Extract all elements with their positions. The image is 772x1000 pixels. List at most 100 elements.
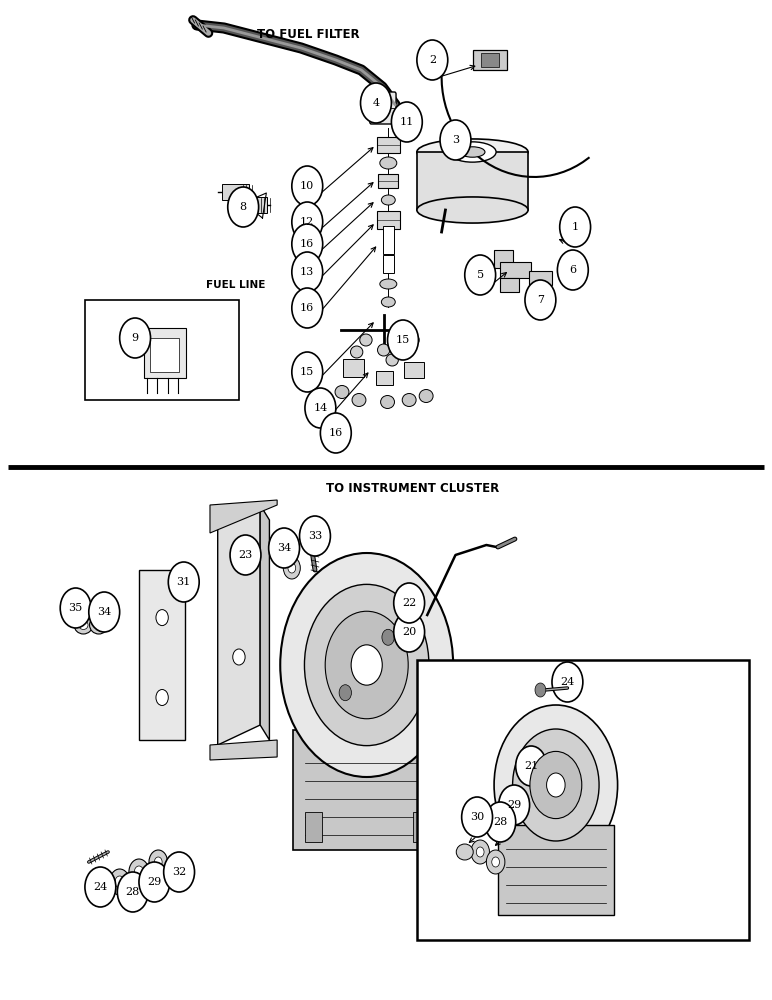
- Bar: [500, 262, 531, 278]
- Text: 33: 33: [308, 531, 322, 541]
- Ellipse shape: [381, 395, 394, 408]
- Text: 22: 22: [402, 598, 416, 608]
- Ellipse shape: [381, 297, 395, 307]
- Circle shape: [320, 413, 351, 453]
- Bar: [481, 53, 499, 67]
- Circle shape: [292, 288, 323, 328]
- Circle shape: [339, 685, 351, 701]
- Circle shape: [164, 852, 195, 892]
- Circle shape: [300, 516, 330, 556]
- Circle shape: [394, 612, 425, 652]
- Text: 31: 31: [177, 577, 191, 587]
- Circle shape: [292, 252, 323, 292]
- Circle shape: [269, 528, 300, 568]
- Circle shape: [476, 847, 484, 857]
- Text: 24: 24: [560, 677, 574, 687]
- Bar: [417, 660, 749, 940]
- Ellipse shape: [456, 844, 473, 860]
- Circle shape: [134, 866, 144, 878]
- Ellipse shape: [417, 139, 528, 165]
- Text: 9: 9: [131, 333, 139, 343]
- Text: 6: 6: [569, 265, 577, 275]
- Circle shape: [462, 797, 493, 837]
- Text: FUEL LINE: FUEL LINE: [206, 280, 265, 290]
- Bar: [494, 250, 513, 268]
- Ellipse shape: [94, 620, 103, 630]
- Polygon shape: [210, 740, 277, 760]
- Circle shape: [110, 869, 130, 895]
- Circle shape: [325, 611, 408, 719]
- Bar: [150, 338, 179, 372]
- Ellipse shape: [380, 157, 397, 169]
- Bar: [85, 300, 239, 400]
- Bar: [404, 362, 424, 378]
- Text: 32: 32: [172, 867, 186, 877]
- Text: 30: 30: [470, 812, 484, 822]
- Bar: [383, 226, 394, 254]
- Circle shape: [516, 746, 547, 786]
- Bar: [378, 174, 398, 188]
- Text: 34: 34: [277, 543, 291, 553]
- Circle shape: [129, 859, 149, 885]
- Circle shape: [465, 255, 496, 295]
- Bar: [417, 152, 528, 210]
- Text: 29: 29: [147, 877, 161, 887]
- Circle shape: [560, 207, 591, 247]
- Text: 23: 23: [239, 550, 252, 560]
- Circle shape: [391, 102, 422, 142]
- Ellipse shape: [402, 393, 416, 406]
- Ellipse shape: [460, 147, 485, 157]
- Circle shape: [351, 645, 382, 685]
- Circle shape: [60, 588, 91, 628]
- Ellipse shape: [360, 334, 372, 346]
- Circle shape: [292, 352, 323, 392]
- Circle shape: [388, 320, 418, 360]
- Bar: [500, 278, 520, 292]
- Bar: [293, 730, 440, 850]
- Text: 21: 21: [524, 761, 538, 771]
- Text: 15: 15: [300, 367, 314, 377]
- Text: 34: 34: [97, 607, 111, 617]
- Bar: [144, 328, 186, 378]
- Text: 10: 10: [300, 181, 314, 191]
- Ellipse shape: [90, 616, 108, 634]
- Circle shape: [304, 584, 429, 746]
- Circle shape: [382, 629, 394, 645]
- Circle shape: [156, 690, 168, 706]
- Circle shape: [547, 773, 565, 797]
- Bar: [239, 197, 267, 213]
- Text: 11: 11: [400, 117, 414, 127]
- Bar: [377, 137, 400, 153]
- Circle shape: [292, 202, 323, 242]
- Text: 20: 20: [402, 627, 416, 637]
- Circle shape: [149, 850, 168, 874]
- Polygon shape: [218, 505, 260, 745]
- Text: 1: 1: [571, 222, 579, 232]
- Circle shape: [513, 729, 599, 841]
- Text: 35: 35: [69, 603, 83, 613]
- Ellipse shape: [74, 616, 93, 634]
- Circle shape: [499, 785, 530, 825]
- Circle shape: [394, 583, 425, 623]
- Bar: [222, 184, 249, 200]
- Circle shape: [139, 862, 170, 902]
- Bar: [383, 255, 394, 273]
- Circle shape: [292, 224, 323, 264]
- Circle shape: [168, 562, 199, 602]
- Polygon shape: [260, 505, 269, 740]
- Ellipse shape: [378, 344, 390, 356]
- Text: 28: 28: [126, 887, 140, 897]
- Polygon shape: [210, 500, 277, 533]
- Circle shape: [557, 250, 588, 290]
- Ellipse shape: [417, 197, 528, 223]
- Ellipse shape: [449, 142, 496, 162]
- Circle shape: [417, 40, 448, 80]
- Circle shape: [440, 120, 471, 160]
- Text: 15: 15: [396, 335, 410, 345]
- Circle shape: [492, 857, 499, 867]
- Circle shape: [228, 187, 259, 227]
- Ellipse shape: [79, 620, 88, 630]
- Text: 4: 4: [372, 98, 380, 108]
- Text: 8: 8: [239, 202, 247, 212]
- Text: 16: 16: [300, 239, 314, 249]
